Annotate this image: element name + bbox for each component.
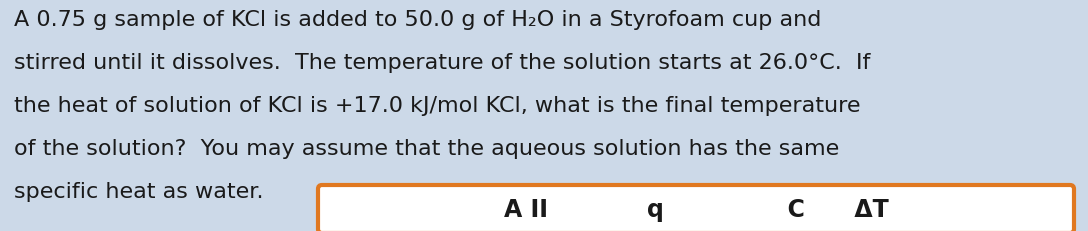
Text: of the solution?  You may assume that the aqueous solution has the same: of the solution? You may assume that the… [14, 138, 839, 158]
Text: A II            q               C      ΔT: A II q C ΔT [504, 197, 889, 221]
Text: the heat of solution of KCl is +17.0 kJ/mol KCl, what is the final temperature: the heat of solution of KCl is +17.0 kJ/… [14, 96, 861, 116]
Text: stirred until it dissolves.  The temperature of the solution starts at 26.0°C.  : stirred until it dissolves. The temperat… [14, 53, 870, 73]
FancyBboxPatch shape [318, 185, 1074, 231]
Text: specific heat as water.: specific heat as water. [14, 181, 263, 201]
Text: A 0.75 g sample of KCl is added to 50.0 g of H₂O in a Styrofoam cup and: A 0.75 g sample of KCl is added to 50.0 … [14, 10, 821, 30]
